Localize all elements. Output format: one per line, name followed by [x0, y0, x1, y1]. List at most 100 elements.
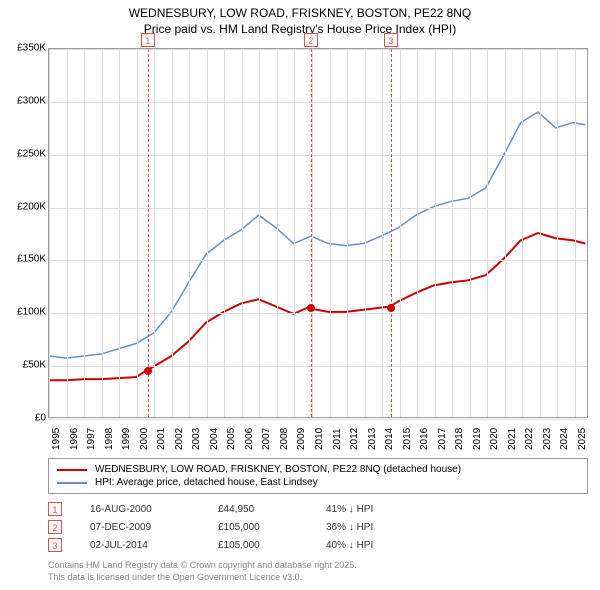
event-date: 07-DEC-2009	[90, 522, 190, 533]
footer: Contains HM Land Registry data © Crown c…	[48, 560, 357, 583]
x-tick-label: 2005	[226, 428, 237, 450]
x-tick-label: 1999	[121, 428, 132, 450]
gridline-v	[102, 49, 103, 417]
chart-area: 123	[48, 48, 588, 418]
gridline-v	[207, 49, 208, 417]
gridline-v	[365, 49, 366, 417]
gridline-h	[49, 260, 587, 261]
x-tick-label: 2025	[577, 428, 588, 450]
event-delta: 36% ↓ HPI	[326, 522, 373, 533]
x-tick-label: 2002	[174, 428, 185, 450]
x-tick-label: 2007	[261, 428, 272, 450]
gridline-v	[522, 49, 523, 417]
x-tick-label: 2021	[507, 428, 518, 450]
x-tick-label: 2000	[139, 428, 150, 450]
x-tick-label: 2001	[156, 428, 167, 450]
marker-line	[148, 34, 149, 417]
x-tick-label: 2017	[437, 428, 448, 450]
x-tick-label: 2018	[454, 428, 465, 450]
title-line2: Price paid vs. HM Land Registry's House …	[0, 22, 600, 38]
x-tick-label: 1998	[104, 428, 115, 450]
x-tick-label: 2014	[384, 428, 395, 450]
event-row: 302-JUL-2014£105,00040% ↓ HPI	[48, 536, 373, 554]
event-delta: 41% ↓ HPI	[326, 504, 373, 515]
gridline-h	[49, 313, 587, 314]
gridline-v	[189, 49, 190, 417]
gridline-v	[84, 49, 85, 417]
x-tick-label: 2019	[472, 428, 483, 450]
y-tick-label: £350K	[17, 43, 46, 54]
marker-box: 1	[141, 33, 155, 47]
marker-line	[391, 34, 392, 417]
gridline-v	[137, 49, 138, 417]
x-tick-label: 2003	[191, 428, 202, 450]
gridline-h	[49, 419, 587, 420]
events-table: 116-AUG-2000£44,95041% ↓ HPI207-DEC-2009…	[48, 500, 373, 554]
y-tick-label: £0	[35, 413, 46, 424]
gridline-h	[49, 155, 587, 156]
x-tick-label: 1997	[86, 428, 97, 450]
legend-swatch	[57, 482, 87, 484]
legend-row: HPI: Average price, detached house, East…	[57, 476, 579, 489]
footer-line1: Contains HM Land Registry data © Crown c…	[48, 560, 357, 572]
gridline-v	[312, 49, 313, 417]
event-row: 116-AUG-2000£44,95041% ↓ HPI	[48, 500, 373, 518]
gridline-h	[49, 366, 587, 367]
gridline-v	[294, 49, 295, 417]
gridline-v	[67, 49, 68, 417]
gridline-h	[49, 102, 587, 103]
gridline-v	[330, 49, 331, 417]
event-delta: 40% ↓ HPI	[326, 540, 373, 551]
gridline-v	[452, 49, 453, 417]
marker-box: 2	[304, 33, 318, 47]
legend-label: WEDNESBURY, LOW ROAD, FRISKNEY, BOSTON, …	[95, 464, 461, 475]
legend-row: WEDNESBURY, LOW ROAD, FRISKNEY, BOSTON, …	[57, 463, 579, 476]
legend: WEDNESBURY, LOW ROAD, FRISKNEY, BOSTON, …	[48, 458, 588, 494]
x-tick-label: 2010	[314, 428, 325, 450]
x-tick-label: 2009	[296, 428, 307, 450]
x-tick-label: 2023	[542, 428, 553, 450]
x-tick-label: 2006	[244, 428, 255, 450]
gridline-v	[277, 49, 278, 417]
event-date: 02-JUL-2014	[90, 540, 190, 551]
title-line1: WEDNESBURY, LOW ROAD, FRISKNEY, BOSTON, …	[0, 6, 600, 22]
x-tick-label: 1995	[51, 428, 62, 450]
title-block: WEDNESBURY, LOW ROAD, FRISKNEY, BOSTON, …	[0, 0, 600, 37]
chart-container: WEDNESBURY, LOW ROAD, FRISKNEY, BOSTON, …	[0, 0, 600, 590]
x-tick-label: 2022	[524, 428, 535, 450]
legend-label: HPI: Average price, detached house, East…	[95, 477, 318, 488]
footer-line2: This data is licensed under the Open Gov…	[48, 572, 357, 584]
gridline-v	[400, 49, 401, 417]
chart-lines	[49, 49, 587, 417]
y-tick-label: £50K	[23, 360, 46, 371]
gridline-v	[435, 49, 436, 417]
y-tick-label: £200K	[17, 201, 46, 212]
x-tick-label: 2008	[279, 428, 290, 450]
y-tick-label: £300K	[17, 95, 46, 106]
marker-line	[311, 34, 312, 417]
x-tick-label: 2012	[349, 428, 360, 450]
gridline-v	[540, 49, 541, 417]
gridline-h	[49, 49, 587, 50]
x-tick-label: 2016	[419, 428, 430, 450]
event-marker: 2	[48, 520, 62, 534]
gridline-v	[487, 49, 488, 417]
gridline-v	[347, 49, 348, 417]
event-price: £44,950	[218, 504, 298, 515]
x-tick-label: 1996	[69, 428, 80, 450]
gridline-v	[557, 49, 558, 417]
x-tick-label: 2004	[209, 428, 220, 450]
y-tick-label: £100K	[17, 307, 46, 318]
event-row: 207-DEC-2009£105,00036% ↓ HPI	[48, 518, 373, 536]
gridline-v	[470, 49, 471, 417]
y-tick-label: £150K	[17, 254, 46, 265]
event-marker: 1	[48, 502, 62, 516]
price-dot	[307, 304, 315, 312]
gridline-v	[575, 49, 576, 417]
gridline-v	[382, 49, 383, 417]
x-tick-label: 2015	[402, 428, 413, 450]
gridline-v	[417, 49, 418, 417]
gridline-v	[49, 49, 50, 417]
gridline-v	[172, 49, 173, 417]
marker-box: 3	[384, 33, 398, 47]
